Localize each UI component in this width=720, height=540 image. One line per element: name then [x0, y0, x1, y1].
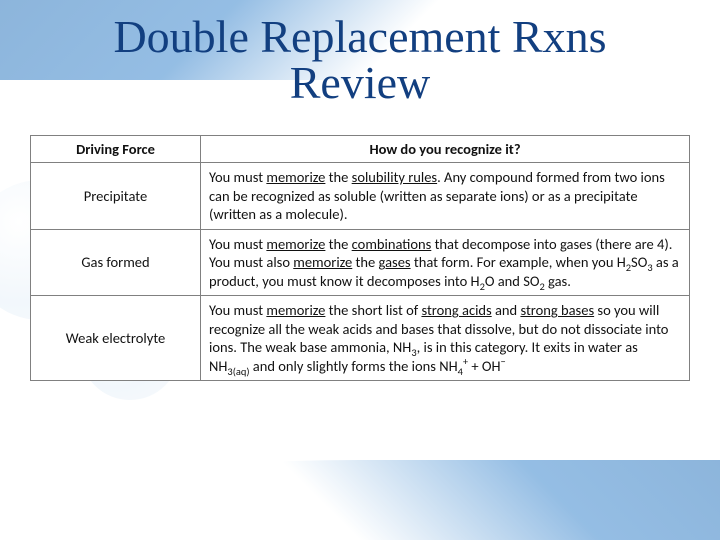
table-row: Weak electrolyte You must memorize the s…: [31, 296, 690, 381]
header-driving-force: Driving Force: [31, 136, 201, 163]
title-line-2: Review: [290, 57, 431, 108]
review-table: Driving Force How do you recognize it? P…: [30, 135, 690, 381]
cell-description: You must memorize the short list of stro…: [201, 296, 690, 381]
table-row: Precipitate You must memorize the solubi…: [31, 163, 690, 230]
background-swoosh-bottom: [0, 460, 720, 540]
table-header-row: Driving Force How do you recognize it?: [31, 136, 690, 163]
header-recognize: How do you recognize it?: [201, 136, 690, 163]
title-line-1: Double Replacement Rxns: [113, 11, 606, 62]
slide-title: Double Replacement Rxns Review: [0, 14, 720, 106]
cell-force: Precipitate: [31, 163, 201, 230]
cell-description: You must memorize the solubility rules. …: [201, 163, 690, 230]
cell-force: Weak electrolyte: [31, 296, 201, 381]
cell-force: Gas formed: [31, 229, 201, 296]
table-row: Gas formed You must memorize the combina…: [31, 229, 690, 296]
cell-description: You must memorize the combinations that …: [201, 229, 690, 296]
